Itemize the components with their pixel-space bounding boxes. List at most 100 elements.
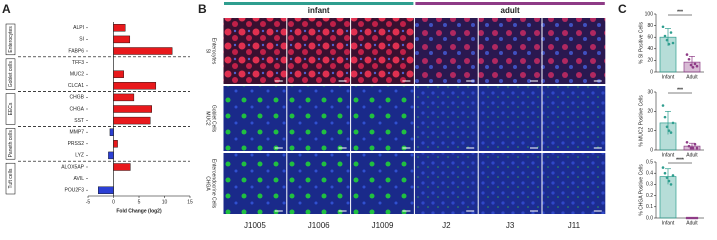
category-label: SST [74, 118, 84, 124]
x-tick-label: Infant [662, 74, 675, 80]
y-tick-label: 20 [647, 109, 653, 115]
bar [113, 35, 131, 44]
data-point [685, 216, 689, 220]
column-label: J11 [568, 221, 581, 230]
y-tick-label: 80 [647, 23, 653, 29]
x-tick-label: Infant [662, 152, 675, 158]
group-box [5, 128, 16, 160]
category-label: POU2F3 [65, 188, 85, 194]
column-label: J1005 [244, 221, 266, 230]
y-tick-label: 20 [647, 58, 653, 64]
data-point [669, 183, 673, 186]
category-label: ALOX5AP [61, 164, 84, 170]
y-axis-label: % SI Positive Cells [638, 22, 644, 64]
data-point [695, 216, 699, 220]
data-point [691, 146, 695, 150]
figure: A B C -5 0 5 10 15 Fold Change (log2) Enterocytes… [2, 2, 704, 230]
bar [113, 24, 126, 32]
group-label: EECs [8, 102, 14, 115]
group-bar [224, 2, 414, 5]
group-header: adult [501, 6, 520, 15]
group-box [5, 23, 16, 56]
column-label: J2 [442, 221, 451, 230]
x-tick-label: 5 [138, 199, 141, 205]
data-point [671, 121, 675, 125]
panel-label: A [2, 2, 11, 16]
data-point [663, 171, 667, 175]
micrograph [542, 86, 606, 151]
y-tick-label: 0 [650, 147, 653, 153]
x-tick-label: Infant [662, 220, 675, 226]
data-point [689, 63, 693, 67]
data-point [687, 144, 691, 148]
bar [113, 93, 135, 102]
panel-label: B [198, 2, 207, 16]
column-label: J1006 [308, 221, 330, 230]
data-point [669, 131, 673, 134]
bar [113, 163, 131, 171]
data-point [671, 41, 675, 45]
category-label: ALPI [73, 25, 84, 31]
micrograph [223, 18, 287, 84]
data-point [685, 140, 689, 144]
group-header: infant [308, 6, 330, 15]
x-tick-label: -5 [86, 199, 91, 205]
data-point [695, 146, 699, 150]
y-tick-label: 60 [647, 35, 653, 41]
x-tick-label: 0 [112, 199, 115, 205]
y-tick-label: 0.2 [646, 193, 653, 199]
data-point [665, 38, 669, 42]
data-point [689, 216, 693, 220]
x-axis-label: Fold Change (log2) [116, 208, 162, 214]
micrograph [351, 86, 414, 151]
group-box [5, 162, 16, 195]
data-point [663, 34, 667, 38]
micrograph [223, 86, 287, 151]
category-label: MMP7 [70, 130, 85, 136]
data-point [665, 125, 669, 129]
data-point [665, 176, 669, 179]
micrograph [351, 18, 414, 84]
data-point [667, 179, 671, 183]
row-label: Enteroendocrine Cells [211, 159, 217, 209]
x-tick-label: Adult [686, 220, 698, 226]
category-label: PRSS2 [68, 141, 85, 147]
data-point [661, 104, 665, 107]
category-label: CHGB [70, 95, 85, 101]
micrograph [351, 153, 414, 214]
micrograph [478, 18, 542, 84]
group-label: Paneth cells [8, 130, 14, 158]
bar [113, 105, 152, 113]
row-label: Goblet Cells [211, 105, 217, 133]
panel-label: C [618, 2, 627, 16]
bar [113, 47, 173, 55]
category-label: CHGA [70, 106, 85, 112]
column-label: J3 [506, 221, 515, 230]
y-tick-label: 0.0 [646, 215, 653, 221]
bar [113, 140, 118, 148]
x-tick-label: 15 [187, 199, 193, 205]
y-axis-label: % CHGA Positive Cells [638, 164, 644, 216]
group-box [5, 58, 16, 90]
y-tick-label: 0.4 [646, 171, 653, 177]
group-bar [415, 2, 605, 5]
micrograph [478, 153, 542, 214]
micrograph [287, 18, 351, 84]
group-label: Enterocytes [8, 26, 14, 53]
micrograph [542, 18, 606, 84]
group-label: Goblet cells [8, 61, 14, 88]
micrograph [414, 153, 478, 214]
data-point [663, 115, 667, 119]
data-point [685, 53, 689, 56]
data-point [693, 216, 697, 220]
data-point [669, 31, 673, 34]
y-tick-label: 0.5 [646, 159, 653, 165]
y-tick-label: 40 [647, 46, 653, 52]
group-label: Tuft cells [8, 168, 14, 188]
column-label: J1009 [372, 221, 394, 230]
x-tick-label: Adult [686, 152, 698, 158]
data-point [667, 129, 671, 132]
significance: *** [677, 9, 683, 15]
bar [109, 128, 114, 136]
data-point [687, 216, 691, 220]
